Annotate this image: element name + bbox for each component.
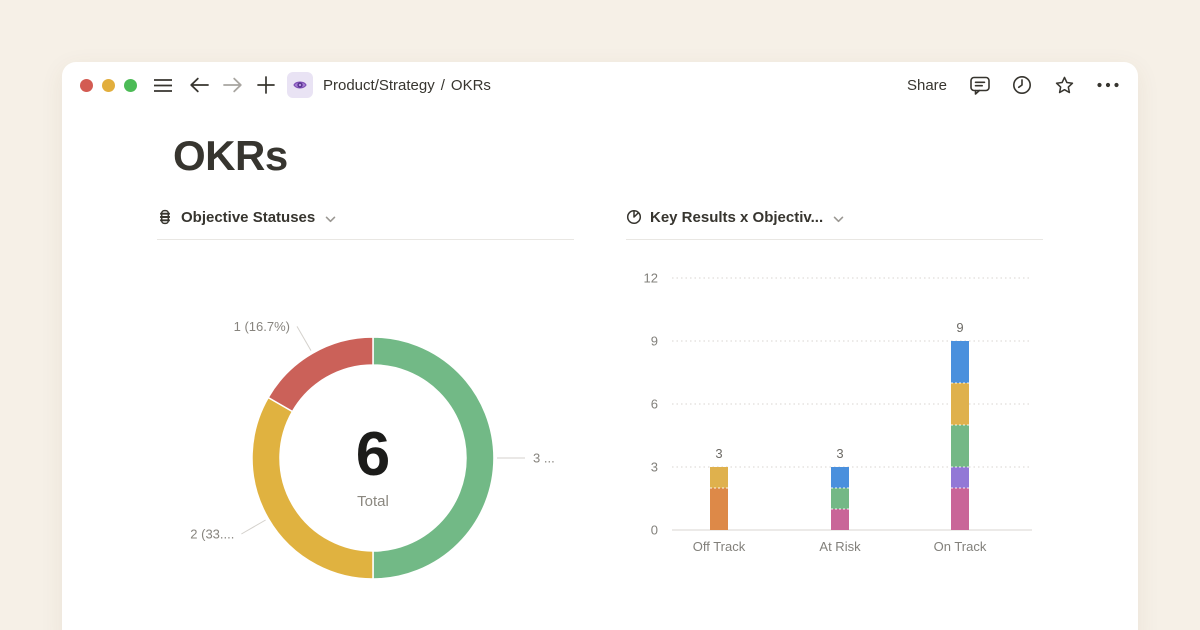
donut-slice-label: 3 ...: [533, 451, 555, 466]
chevron-down-icon: [833, 210, 844, 227]
bar-segment[interactable]: [710, 467, 728, 488]
traffic-light-icon: [157, 209, 173, 225]
charts-row: Objective Statuses 3 ... 2 (33.... 1 (16.7…: [157, 205, 1043, 590]
window-controls: [80, 78, 137, 92]
panel-title: Objective Statuses: [181, 208, 316, 226]
bar-segment[interactable]: [951, 425, 969, 467]
y-tick-label: 12: [644, 271, 658, 286]
minimize-window-button[interactable]: [102, 78, 115, 92]
donut-slice[interactable]: [267, 336, 374, 413]
sidebar-menu-icon[interactable]: [153, 78, 173, 93]
forward-arrow-icon[interactable]: [223, 77, 243, 93]
objective-statuses-panel: Objective Statuses 3 ... 2 (33.... 1 (16.7…: [157, 205, 574, 590]
donut-slice[interactable]: [372, 336, 495, 580]
bar-segment[interactable]: [831, 509, 849, 530]
page-title: OKRs: [173, 132, 288, 179]
panel-divider: [157, 239, 574, 240]
bar-segment[interactable]: [951, 383, 969, 425]
bar-segment[interactable]: [951, 467, 969, 488]
page-eye-icon[interactable]: [287, 72, 313, 98]
chevron-down-icon: [325, 210, 336, 227]
objective-statuses-header[interactable]: Objective Statuses: [157, 205, 574, 229]
close-window-button[interactable]: [80, 78, 93, 92]
bar-segment[interactable]: [831, 488, 849, 509]
more-options-icon[interactable]: [1096, 82, 1120, 88]
donut-total-label: Total: [357, 493, 389, 510]
bar-segment[interactable]: [951, 341, 969, 383]
donut-label-line: [296, 326, 312, 351]
donut-slice-label: 2 (33....: [190, 527, 234, 542]
bar-total-label: 3: [715, 446, 722, 461]
bar-chart-area: 0 3 6 9 12 3 Off Track 3 At Risk 9 On Track: [626, 245, 1043, 590]
bar-total-label: 3: [836, 446, 843, 461]
bar-chart: 0 3 6 9 12 3 Off Track 3 At Risk 9 On Track: [644, 271, 1032, 554]
y-tick-label: 6: [651, 397, 658, 412]
breadcrumb: Product/Strategy / OKRs: [323, 77, 491, 94]
key-results-panel: Key Results x Objectiv... 0 3 6 9 12 3 Off Tra…: [626, 205, 1043, 590]
breadcrumb-current[interactable]: OKRs: [450, 76, 491, 94]
panel-title: Key Results x Objectiv...: [650, 208, 824, 226]
back-arrow-icon[interactable]: [189, 77, 209, 93]
y-tick-label: 3: [651, 460, 658, 475]
app-window: Product/Strategy / OKRs Share: [62, 62, 1138, 630]
favorite-star-icon[interactable]: [1053, 74, 1076, 97]
window-topbar: Product/Strategy / OKRs Share: [62, 62, 1138, 108]
bar-segment[interactable]: [710, 488, 728, 530]
key-results-header[interactable]: Key Results x Objectiv...: [626, 205, 1043, 229]
donut-chart: 3 ... 2 (33.... 1 (16.7%) 6 Total: [190, 319, 555, 580]
new-page-plus-icon[interactable]: [257, 76, 275, 94]
topbar-actions: [969, 74, 1120, 97]
x-category-label: At Risk: [819, 539, 861, 554]
share-button[interactable]: Share: [906, 76, 947, 94]
donut-label-line: [241, 519, 266, 535]
bar-segment[interactable]: [831, 467, 849, 488]
bar-total-label: 9: [956, 320, 963, 335]
donut-total-value: 6: [356, 420, 390, 489]
zoom-window-button[interactable]: [124, 78, 137, 92]
pie-chart-icon: [626, 209, 642, 225]
panel-divider: [626, 239, 1043, 240]
y-tick-label: 9: [651, 334, 658, 349]
x-category-label: On Track: [934, 539, 987, 554]
donut-chart-area: 3 ... 2 (33.... 1 (16.7%) 6 Total: [157, 245, 574, 590]
x-category-label: Off Track: [693, 539, 746, 554]
bar-segment[interactable]: [951, 488, 969, 530]
comments-icon[interactable]: [969, 74, 991, 96]
donut-slice-label: 1 (16.7%): [234, 319, 290, 334]
updates-clock-icon[interactable]: [1011, 74, 1033, 96]
y-tick-label: 0: [651, 523, 658, 538]
breadcrumb-separator: /: [440, 76, 445, 94]
breadcrumb-parent[interactable]: Product/Strategy: [323, 76, 435, 94]
